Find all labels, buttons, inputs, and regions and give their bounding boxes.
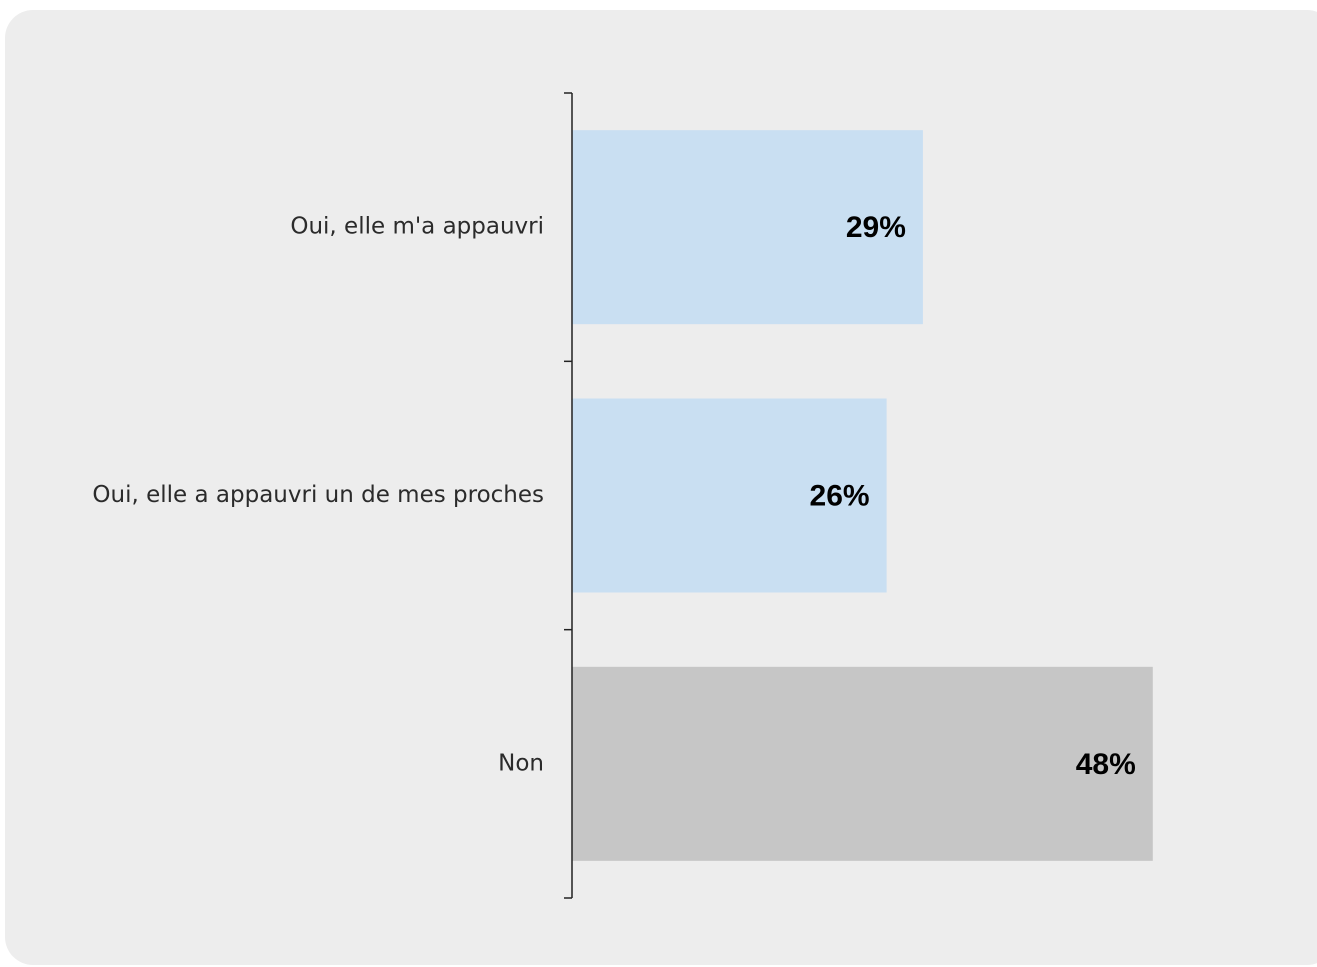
category-label: Oui, elle a appauvri un de mes proches: [92, 482, 544, 508]
bar: [572, 666, 1153, 861]
category-label: Non: [498, 750, 544, 776]
axis-ticks: [564, 92, 572, 899]
bar: [572, 130, 923, 325]
value-label: 48%: [1076, 748, 1136, 781]
bars-group: [572, 130, 1153, 861]
category-labels: Oui, elle m'a appauvri Oui, elle a appauv…: [92, 214, 544, 777]
value-labels: 29% 26% 48%: [810, 211, 1136, 781]
bar: [572, 398, 887, 593]
value-label: 26%: [810, 479, 870, 512]
category-label: Oui, elle m'a appauvri: [290, 214, 544, 240]
value-label: 29%: [846, 211, 906, 244]
